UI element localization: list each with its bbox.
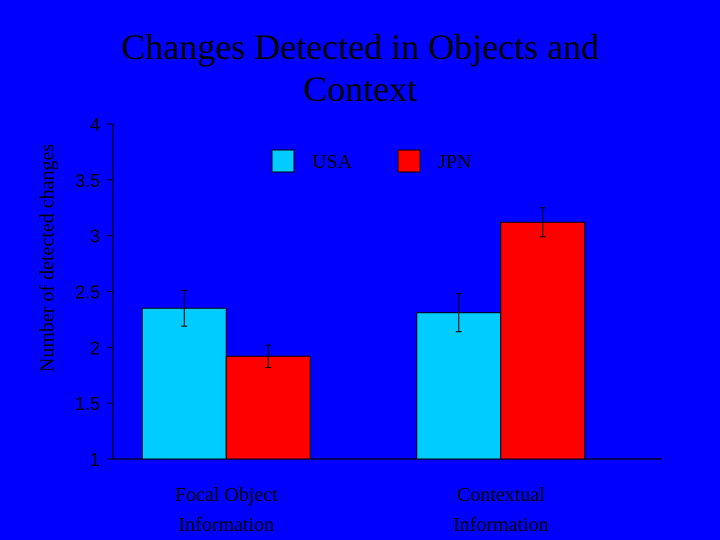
category-label: Contextual Information: [453, 484, 549, 536]
bar-jpn: [500, 221, 586, 460]
category-label-line: Information: [178, 514, 274, 536]
y-tick-label: 4: [90, 115, 100, 135]
bar-usa: [416, 312, 502, 460]
y-tick-label: 1.5: [75, 394, 100, 414]
bar-jpn: [225, 355, 311, 460]
category-label: Focal Object Information: [175, 484, 278, 536]
y-tick-label: 2: [90, 338, 100, 358]
legend-swatch-jpn: [397, 149, 421, 173]
category-label-line: Information: [453, 514, 549, 536]
y-tick-label: 3: [90, 227, 100, 247]
chart-title: Changes Detected in Objects and Context: [121, 27, 599, 109]
y-tick-label: 1: [90, 450, 100, 470]
bar-usa: [141, 307, 227, 460]
y-tick-label: 2.5: [75, 283, 100, 303]
legend-swatch-usa: [271, 149, 295, 173]
category-label-line: Contextual: [457, 484, 545, 506]
legend-label-jpn: JPN: [438, 151, 471, 173]
y-tick-label: 3.5: [75, 171, 100, 191]
legend-label-usa: USA: [312, 151, 353, 173]
category-label-line: Focal Object: [175, 484, 278, 506]
